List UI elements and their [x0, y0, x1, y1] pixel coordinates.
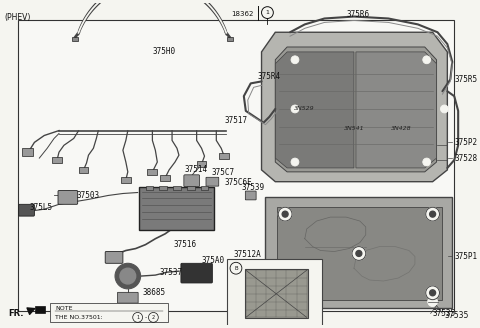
- Circle shape: [356, 251, 362, 256]
- Polygon shape: [356, 52, 436, 168]
- Text: (PHEV): (PHEV): [4, 12, 30, 22]
- Bar: [201, 186, 208, 190]
- Circle shape: [423, 56, 431, 64]
- Circle shape: [426, 286, 440, 300]
- Circle shape: [423, 158, 431, 166]
- Bar: [228, 37, 233, 41]
- Text: 3N428: 3N428: [391, 126, 411, 131]
- Text: 2: 2: [152, 315, 155, 320]
- Text: B: B: [234, 266, 238, 271]
- Text: 37537: 37537: [159, 268, 182, 277]
- Bar: [22, 148, 34, 156]
- Text: 38685: 38685: [143, 288, 166, 297]
- Circle shape: [291, 105, 299, 113]
- FancyBboxPatch shape: [184, 175, 200, 187]
- Bar: [79, 167, 88, 173]
- Circle shape: [430, 290, 435, 296]
- Text: 1: 1: [265, 10, 269, 15]
- Bar: [173, 186, 181, 190]
- Text: 37539: 37539: [242, 183, 265, 192]
- Polygon shape: [262, 32, 447, 182]
- Bar: [121, 177, 131, 183]
- Text: 375H0: 375H0: [152, 48, 176, 56]
- Circle shape: [120, 268, 136, 284]
- Text: 3N541: 3N541: [344, 126, 364, 131]
- FancyBboxPatch shape: [105, 252, 123, 263]
- Polygon shape: [277, 207, 443, 300]
- FancyBboxPatch shape: [118, 292, 138, 303]
- Text: 37517: 37517: [224, 116, 247, 125]
- Text: THE NO.37501:: THE NO.37501:: [55, 315, 103, 320]
- Circle shape: [426, 207, 440, 221]
- Text: 37528: 37528: [454, 154, 478, 163]
- Circle shape: [441, 105, 448, 113]
- Circle shape: [282, 290, 288, 296]
- Text: 375P1: 375P1: [454, 252, 478, 261]
- Text: NOTE: NOTE: [55, 306, 72, 311]
- Circle shape: [278, 207, 292, 221]
- Bar: [36, 306, 45, 314]
- Circle shape: [430, 211, 435, 217]
- FancyArrowPatch shape: [27, 308, 35, 314]
- Circle shape: [352, 247, 366, 260]
- FancyBboxPatch shape: [139, 187, 215, 230]
- Circle shape: [291, 56, 299, 64]
- Circle shape: [291, 158, 299, 166]
- Polygon shape: [276, 47, 436, 172]
- Bar: [160, 175, 170, 181]
- FancyBboxPatch shape: [206, 177, 219, 186]
- Bar: [147, 169, 157, 175]
- Text: 375A0: 375A0: [202, 256, 225, 265]
- FancyBboxPatch shape: [245, 191, 256, 200]
- Text: 375C7: 375C7: [211, 168, 235, 177]
- Bar: [145, 186, 154, 190]
- Text: 37514: 37514: [185, 165, 208, 174]
- Text: 375R5: 375R5: [454, 75, 478, 84]
- Text: FR.: FR.: [8, 309, 24, 318]
- Text: 375R4: 375R4: [258, 72, 281, 81]
- Text: 1: 1: [136, 315, 139, 320]
- Text: 37535: 37535: [432, 309, 456, 318]
- Polygon shape: [265, 197, 452, 308]
- Text: 37516: 37516: [173, 240, 196, 249]
- Text: 18362: 18362: [231, 10, 253, 17]
- Bar: [52, 157, 62, 163]
- Text: 37512A: 37512A: [233, 250, 261, 259]
- FancyBboxPatch shape: [227, 259, 323, 328]
- Bar: [197, 161, 206, 167]
- Circle shape: [282, 211, 288, 217]
- Circle shape: [278, 286, 292, 300]
- Text: -: -: [144, 315, 146, 320]
- FancyBboxPatch shape: [245, 269, 308, 318]
- FancyBboxPatch shape: [19, 204, 35, 216]
- Text: 375L5: 375L5: [29, 203, 53, 212]
- Circle shape: [115, 263, 141, 289]
- Polygon shape: [276, 52, 354, 168]
- FancyBboxPatch shape: [181, 263, 212, 283]
- FancyBboxPatch shape: [50, 303, 168, 322]
- Bar: [219, 153, 229, 159]
- Text: 375P2: 375P2: [454, 138, 478, 147]
- Bar: [159, 186, 167, 190]
- Bar: [72, 37, 77, 41]
- Text: 37503: 37503: [77, 191, 100, 200]
- Bar: [187, 186, 195, 190]
- Text: 3N529: 3N529: [294, 107, 315, 112]
- Text: 375R6: 375R6: [346, 10, 369, 19]
- FancyBboxPatch shape: [58, 191, 78, 204]
- Text: 375C6E: 375C6E: [224, 178, 252, 187]
- Circle shape: [428, 297, 438, 307]
- Text: 37535: 37535: [444, 311, 469, 320]
